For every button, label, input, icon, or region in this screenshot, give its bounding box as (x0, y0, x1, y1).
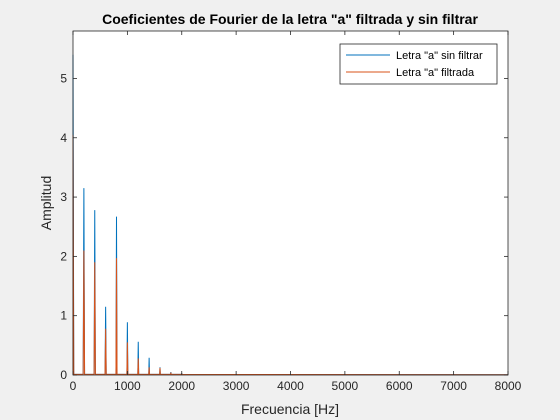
x-tick-label-0: 0 (70, 379, 77, 393)
series-layer (72, 54, 509, 376)
y-tick-label-0: 0 (60, 368, 67, 382)
x-tick-label-5: 5000 (332, 379, 359, 393)
axes-layer: 0 1000 2000 3000 4000 5000 6000 7000 8000 0 1 2 3 4 5 (60, 30, 522, 393)
legend[interactable]: Letra "a" sin filtrar Letra "a" filtrada (339, 43, 498, 85)
legend-label-unfiltered: Letra "a" sin filtrar (396, 50, 483, 62)
y-axis-label: Amplitud (38, 176, 54, 230)
chart-title: Coeficientes de Fourier de la letra "a" … (102, 11, 478, 27)
legend-box (339, 43, 498, 85)
series-line-1 (72, 134, 509, 376)
x-tick-label-4: 4000 (277, 379, 304, 393)
y-tick-label-4: 4 (60, 131, 67, 145)
x-tick-label-6: 6000 (386, 379, 413, 393)
x-tick-label-2: 2000 (168, 379, 195, 393)
x-tick-label-7: 7000 (440, 379, 467, 393)
y-tick-label-3: 3 (60, 190, 67, 204)
x-tick-label-3: 3000 (223, 379, 250, 393)
x-axis-label: Frecuencia [Hz] (241, 401, 339, 417)
y-tick-label-1: 1 (60, 309, 67, 323)
plot-area (73, 31, 508, 375)
x-tick-label-8: 8000 (495, 379, 522, 393)
x-tick-label-1: 1000 (114, 379, 141, 393)
y-tick-label-2: 2 (60, 249, 67, 263)
legend-label-filtered: Letra "a" filtrada (396, 67, 475, 79)
y-tick-label-5: 5 (60, 71, 67, 85)
